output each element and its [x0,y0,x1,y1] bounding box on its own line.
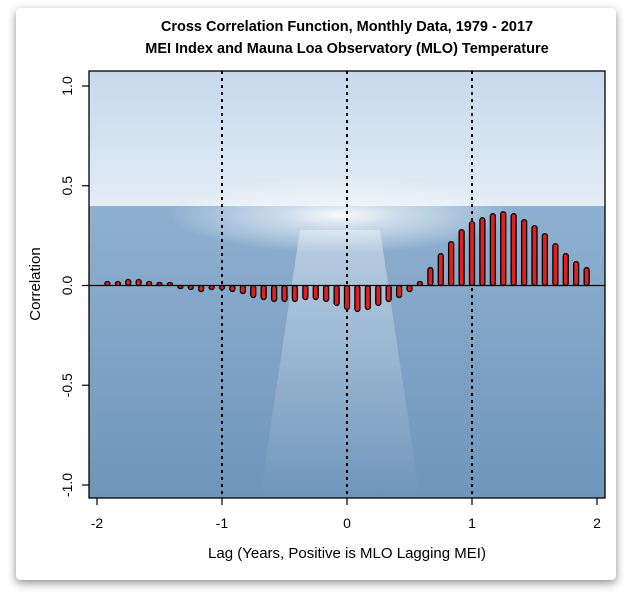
bar-lag-0.333 [385,284,392,303]
bar-lag--0.417 [291,284,299,303]
bar-lag-1.583 [541,232,549,287]
bar-lag-0.667 [427,266,434,287]
bars-group [104,211,590,313]
bar-lag--0.667 [260,284,267,301]
bar-lag-1.333 [510,213,517,287]
y-tick-label-0.5: 0.5 [59,176,75,196]
bar-lag-1.417 [520,219,528,287]
bar-lag-0.167 [364,284,372,311]
bar-lag-1.667 [552,242,559,287]
bar-lag-1.75 [562,252,569,287]
x-tick-label--2: -2 [91,515,104,531]
bar-lag--1 [218,284,226,291]
bar-lag--1.417 [166,281,174,287]
x-axis-label: Lag (Years, Positive is MLO Lagging MEI) [208,545,486,562]
bar-lag-1.083 [479,217,486,287]
bar-lag-1 [468,221,476,287]
chart-title-line2: MEI Index and Mauna Loa Observatory (MLO… [145,41,548,57]
reference-lines [221,71,473,498]
bar-lag-0.083 [354,284,361,313]
bar-lag--0.167 [322,284,330,303]
bar-lag--0.25 [312,284,319,301]
bar-lag-1.833 [572,260,580,287]
bar-lag--1.083 [208,284,215,291]
x-tick-label-1: 1 [468,515,476,531]
bar-lag--0.917 [229,284,236,293]
bar-lag--1.5 [156,281,163,287]
bar-lag--1.917 [104,280,111,287]
bar-lag--1.25 [187,284,194,291]
x-tick-label-2: 2 [593,515,601,531]
bar-lag-0.833 [447,240,455,287]
y-tick-label--1: -1.0 [59,473,75,497]
y-tick-label--0.5: -0.5 [59,373,75,397]
y-tick-label-0: 0.0 [59,276,75,296]
bar-lag-1.25 [500,211,507,287]
bar-lag-1.5 [531,224,538,287]
bar-lag--0.083 [333,284,340,307]
bar-lag-0.5 [406,284,413,293]
bar-lag--0.583 [270,284,278,303]
y-tick-label-1: 1.0 [59,76,75,96]
y-axis-label: Correlation [27,247,44,320]
bar-lag-0.417 [395,284,403,299]
bar-lag--0.5 [281,284,288,303]
x-axis: -2 -1 0 1 2 [91,498,601,531]
bar-lag--1.167 [197,284,205,293]
bar-lag-1.167 [489,213,497,287]
bar-lag--0.75 [250,284,257,299]
bar-lag-0.75 [437,252,444,287]
chart-title-line1: Cross Correlation Function, Monthly Data… [161,19,533,35]
bar-lag--1.833 [114,280,122,287]
photo-background [89,71,605,498]
bar-lag--1.667 [135,278,142,287]
bar-lag--1.583 [145,280,153,287]
bar-lag-0.25 [375,284,382,307]
bar-lag--0.833 [239,284,247,295]
x-tick-label-0: 0 [343,515,351,531]
bar-lag--1.75 [125,278,132,287]
bar-lag-0 [343,284,351,311]
bar-lag--1.333 [177,284,184,290]
bar-lag--0.333 [302,284,309,301]
bar-lag-0.583 [416,280,424,287]
bar-lag-1.917 [583,266,590,287]
bar-lag-0.917 [458,228,465,287]
x-tick-label--1: -1 [216,515,229,531]
y-axis: -1.0 -0.5 0.0 0.5 1.0 [59,76,89,497]
